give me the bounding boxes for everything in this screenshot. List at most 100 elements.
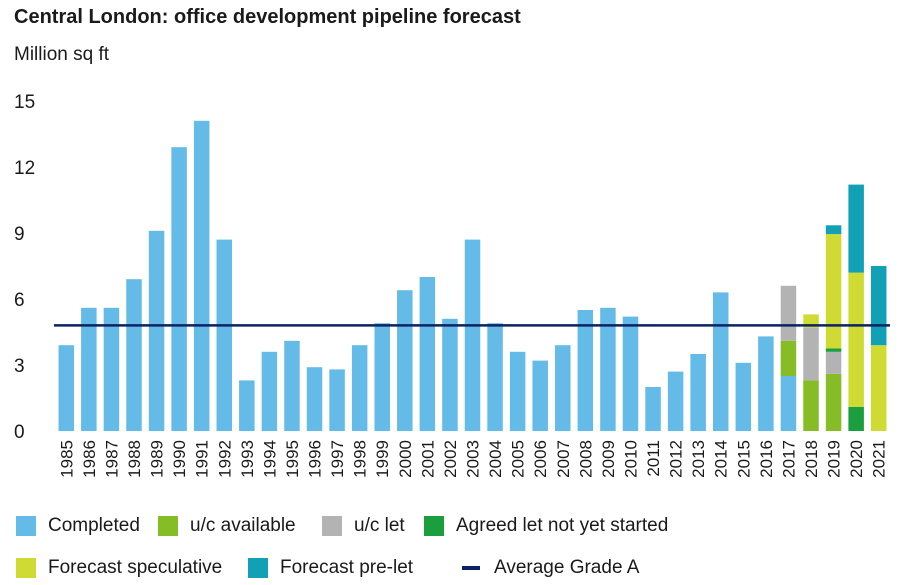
bar-segment xyxy=(171,147,187,431)
bar-segment xyxy=(690,354,706,431)
bar-segment xyxy=(126,279,142,431)
y-tick-label: 3 xyxy=(14,356,25,377)
x-tick-label: 2008 xyxy=(576,440,595,478)
legend-label-uc-available: u/c available xyxy=(190,515,296,536)
bar-segment xyxy=(58,345,75,431)
bar-segment xyxy=(555,345,571,431)
bar-segment xyxy=(645,387,661,431)
x-tick-label: 2002 xyxy=(441,440,460,478)
x-tick-label: 1985 xyxy=(57,440,76,478)
y-tick-label: 9 xyxy=(14,224,25,245)
x-tick-label: 2014 xyxy=(712,440,731,478)
x-tick-label: 1999 xyxy=(373,440,392,478)
x-tick-label: 2018 xyxy=(802,440,821,478)
bar-segment xyxy=(780,376,797,431)
y-tick-label: 12 xyxy=(14,158,35,179)
bar-segment xyxy=(780,285,797,341)
legend-swatch-agreed-let xyxy=(424,516,444,536)
x-tick-label: 1995 xyxy=(283,440,302,478)
bar-segment xyxy=(803,327,819,381)
x-tick-label: 1994 xyxy=(260,440,279,478)
x-tick-label: 1993 xyxy=(238,440,257,478)
legend-label-uc-let: u/c let xyxy=(354,515,405,536)
x-tick-label: 2012 xyxy=(667,440,686,478)
x-tick-label: 1992 xyxy=(215,440,234,478)
legend-average-grade-a: Average Grade A xyxy=(462,557,639,579)
bar-segment xyxy=(870,345,887,431)
bar-segment xyxy=(712,292,729,431)
bar-segment xyxy=(780,340,797,376)
x-tick-label: 1987 xyxy=(102,440,121,478)
x-tick-label: 1986 xyxy=(80,440,99,478)
bar-segment xyxy=(735,362,752,431)
bar-segment xyxy=(103,307,120,431)
bar-segment xyxy=(667,371,684,431)
x-tick-label: 2007 xyxy=(554,440,573,478)
legend-label-forecast-pre-let: Forecast pre-let xyxy=(280,557,414,578)
bar-segment xyxy=(487,323,503,431)
bar-segment xyxy=(329,369,345,431)
legend-swatch-forecast-pre-let xyxy=(248,558,268,578)
bar-segment xyxy=(193,120,210,432)
x-tick-label: 1998 xyxy=(351,440,370,478)
legend-swatch-average-grade-a xyxy=(462,566,480,570)
bar-segment xyxy=(419,277,436,431)
bar-segment xyxy=(509,351,526,431)
x-tick-label: 2004 xyxy=(486,440,505,478)
chart-title: Central London: office development pipel… xyxy=(14,6,521,28)
bar-segment xyxy=(464,239,481,431)
bar-segment xyxy=(532,360,548,431)
x-tick-label: 1996 xyxy=(306,440,325,478)
bar-segment xyxy=(442,318,458,431)
legend-swatch-forecast-speculative xyxy=(16,558,36,578)
bar-segment xyxy=(758,336,774,431)
bar-segment xyxy=(261,351,278,431)
bar-segment xyxy=(577,310,594,431)
bar-segment xyxy=(600,307,616,431)
bar-segment xyxy=(306,367,323,431)
legend-label-agreed-let: Agreed let not yet started xyxy=(456,515,669,536)
x-tick-label: 2003 xyxy=(464,440,483,478)
legend-label-forecast-speculative: Forecast speculative xyxy=(48,557,223,578)
x-tick-label: 2020 xyxy=(847,440,866,478)
x-tick-label: 2015 xyxy=(734,440,753,478)
x-tick-label: 2013 xyxy=(689,440,708,478)
legend-swatch-uc-let xyxy=(322,516,342,536)
bar-segment xyxy=(825,373,842,431)
legend-agreed-let: Agreed let not yet started xyxy=(424,515,668,537)
legend-completed: Completed xyxy=(16,515,140,537)
bar-segment xyxy=(216,239,233,431)
legend-swatch-completed xyxy=(16,516,36,536)
bar-segment xyxy=(848,406,864,431)
x-tick-label: 2017 xyxy=(779,440,798,478)
x-tick-label: 2001 xyxy=(418,440,437,478)
y-tick-label: 15 xyxy=(14,92,35,113)
legend-uc-let: u/c let xyxy=(322,515,405,537)
bar-segment xyxy=(374,323,390,431)
legend-uc-available: u/c available xyxy=(158,515,296,537)
y-tick-label: 6 xyxy=(14,290,25,311)
bar-segment xyxy=(825,225,842,235)
x-tick-label: 2006 xyxy=(531,440,550,478)
bar-segment xyxy=(284,340,300,431)
legend-forecast-pre-let: Forecast pre-let xyxy=(248,557,413,579)
bar-segment xyxy=(239,380,255,431)
bar-segment xyxy=(351,345,368,431)
x-tick-label: 1990 xyxy=(170,440,189,478)
bar-segment xyxy=(397,290,413,431)
x-tick-label: 2000 xyxy=(396,440,415,478)
x-tick-label: 1989 xyxy=(148,440,167,478)
bar-segment xyxy=(148,230,165,431)
bar-segment xyxy=(803,380,819,431)
x-tick-label: 2010 xyxy=(621,440,640,478)
bar-segment xyxy=(825,351,842,374)
x-tick-label: 2011 xyxy=(644,440,663,477)
y-axis-unit-label: Million sq ft xyxy=(14,44,110,65)
bar-segment xyxy=(622,316,639,431)
x-tick-label: 2005 xyxy=(509,440,528,478)
x-tick-label: 1997 xyxy=(328,440,347,478)
legend-swatch-uc-available xyxy=(158,516,178,536)
y-tick-label: 0 xyxy=(14,422,25,443)
bar-segment xyxy=(825,348,842,352)
x-tick-label: 1991 xyxy=(193,440,212,478)
